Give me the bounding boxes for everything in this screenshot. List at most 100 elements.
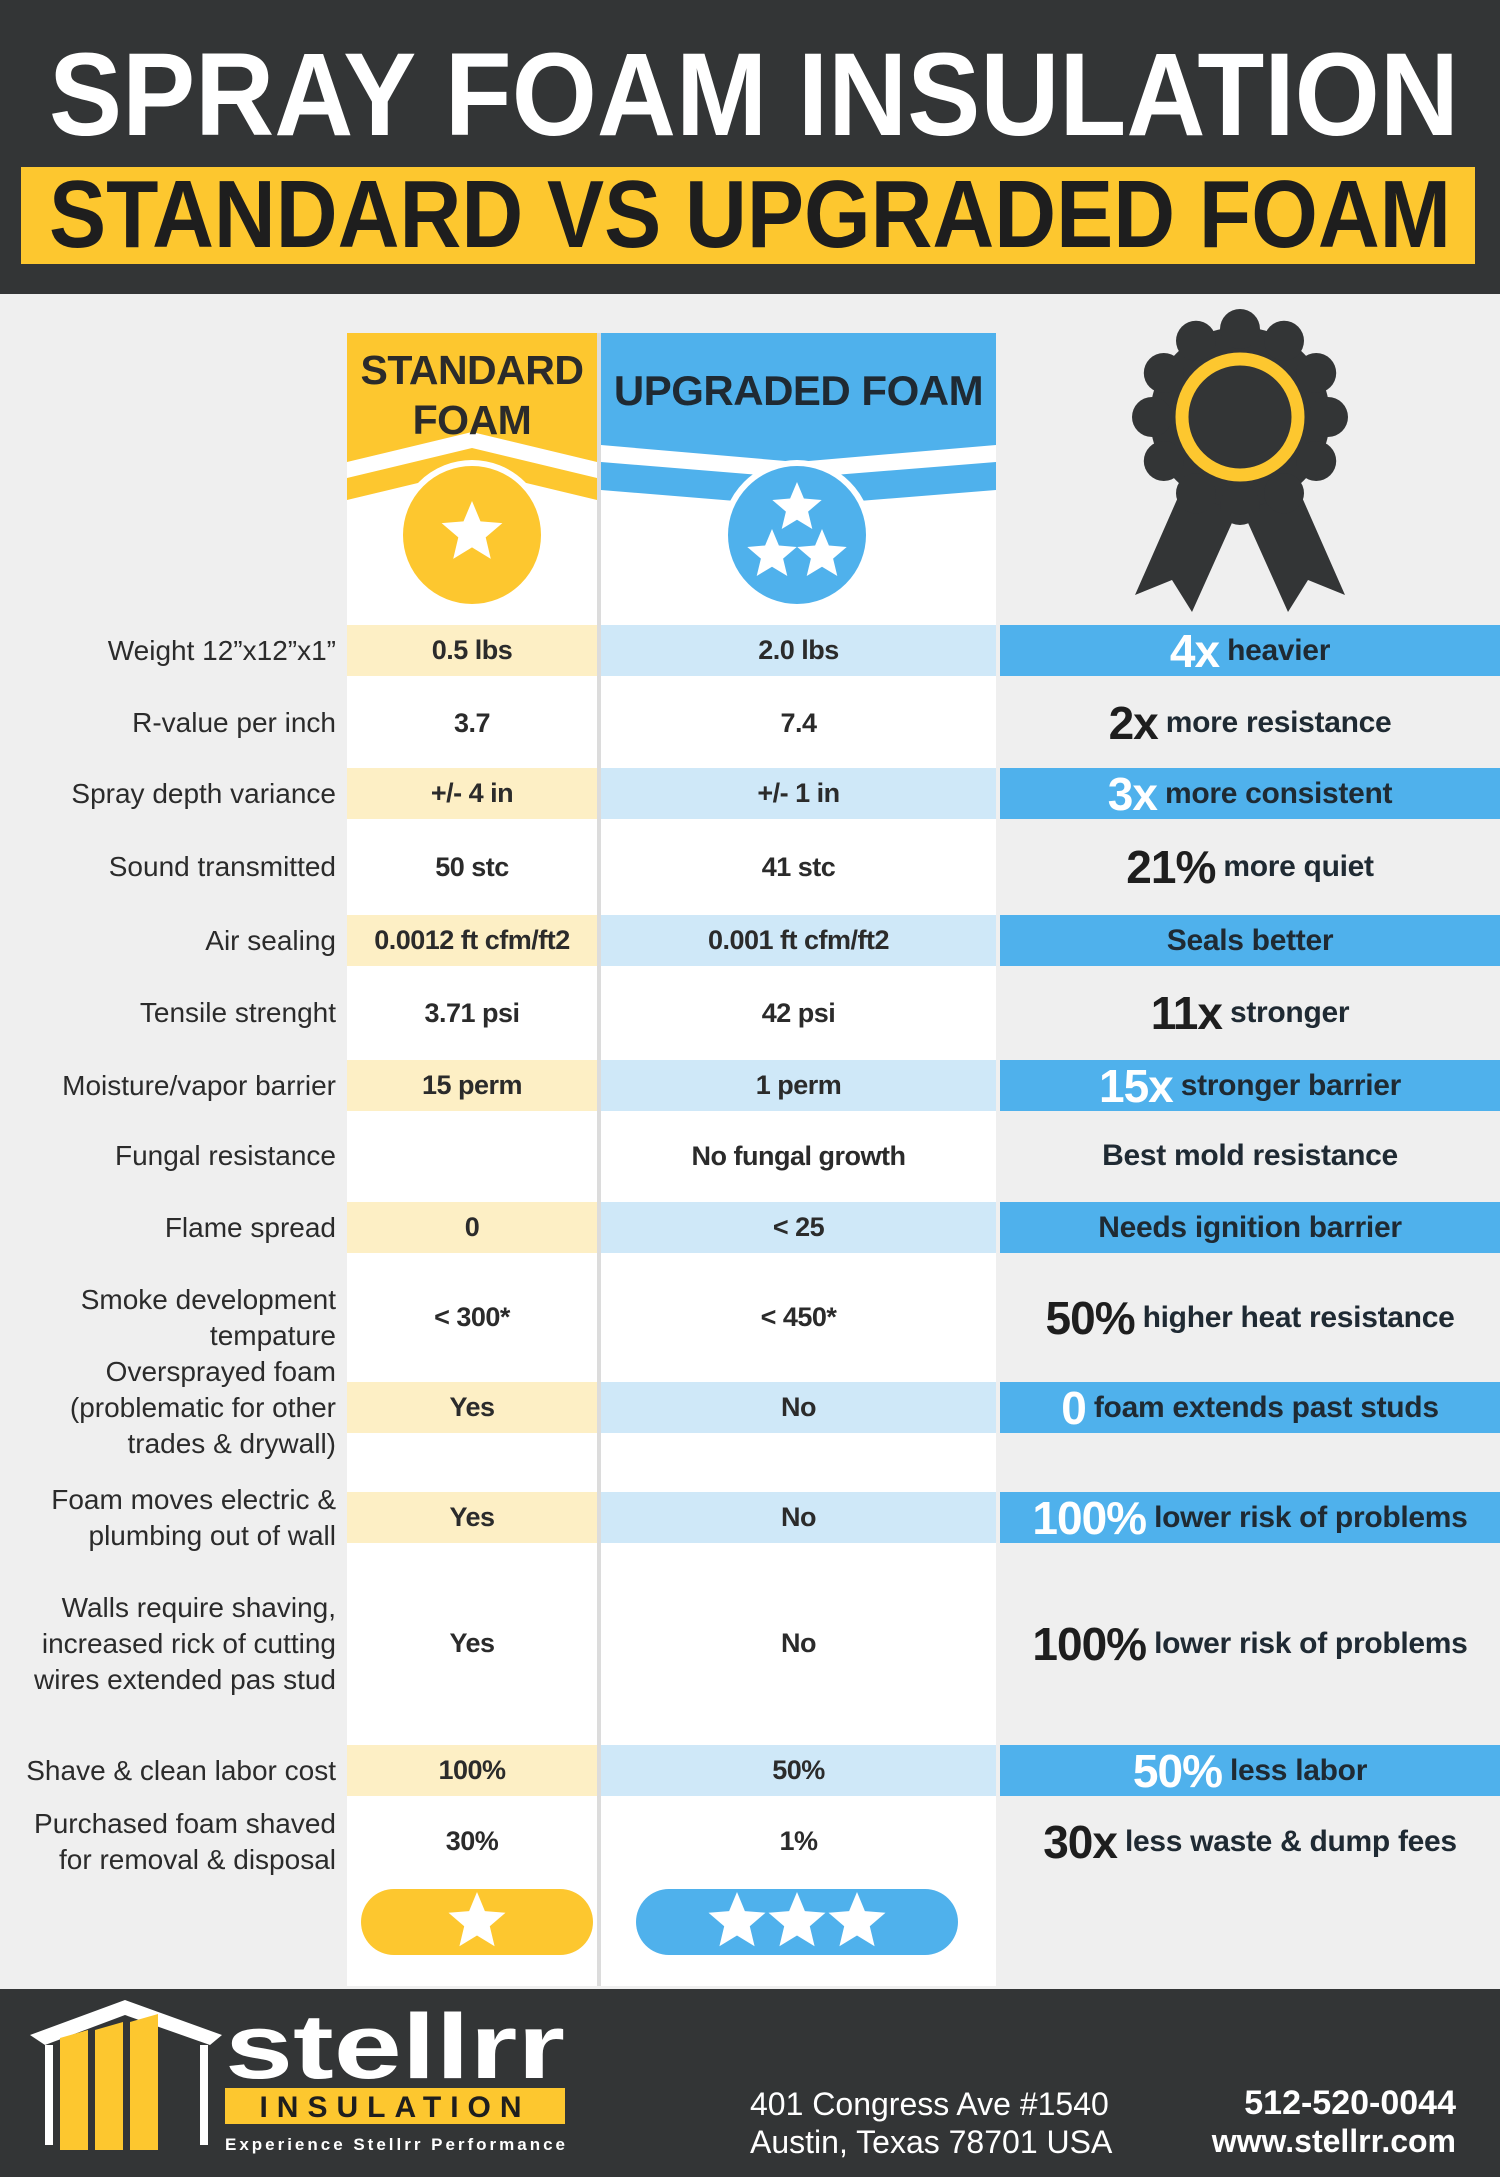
standard-band [347, 1745, 597, 1796]
logo-wall [45, 2045, 53, 2145]
comparison: 100% lower risk of problems [1000, 1458, 1500, 1578]
star-icon [772, 482, 822, 529]
upgraded-band [601, 1060, 996, 1111]
medal-ring [1175, 352, 1305, 482]
row-label: Spray depth variance [71, 777, 336, 809]
standard-band [347, 1060, 597, 1111]
upgraded-band [601, 1382, 996, 1433]
comparison-text: more quiet [1223, 850, 1374, 883]
column-divider [597, 333, 601, 1986]
medal-edge [1176, 320, 1216, 361]
upgraded-band [601, 1202, 996, 1253]
row-label: Air sealing [205, 924, 336, 956]
standard-value: 0.0012 ft cfm/ft2 [374, 925, 570, 955]
brand: stellrr [225, 1996, 565, 2098]
medal-edge [1308, 397, 1348, 437]
tagline: INSULATION [259, 2091, 530, 2124]
standard-band [347, 625, 597, 676]
comparison: 21% more quiet [1000, 807, 1500, 927]
comparison-text: more consistent [1164, 776, 1393, 810]
standard-value: 0.5 lbs [431, 635, 513, 665]
row-label: Foam moves electric & plumbing out of wa… [51, 1483, 336, 1551]
comparison: Best mold resistance [1000, 1096, 1500, 1216]
standard-header-label: STANDARD FOAM [360, 347, 584, 443]
comparison-highlight: 21% [1126, 841, 1216, 893]
standard-value: Yes [449, 1502, 495, 1532]
comparison-highlight: 11x [1150, 987, 1223, 1039]
comparison-text: higher heat resistance [1142, 1300, 1455, 1334]
comparison: 4x heavier [1000, 591, 1500, 711]
comparison-band [1000, 768, 1500, 819]
ribbon [1135, 470, 1240, 612]
standard-value: 0 [464, 1212, 480, 1242]
standard-band [347, 768, 597, 819]
phone: 512-520-0044 [1244, 2084, 1456, 2122]
comparison-highlight: 50% [1132, 1744, 1223, 1797]
standard-band [347, 1202, 597, 1253]
row-label: Tensile strenght [139, 997, 336, 1028]
standard-band [347, 1492, 597, 1543]
subtitle-band [21, 167, 1475, 264]
upgraded-value: 42 psi [761, 997, 836, 1028]
address-line: 401 Congress Ave #1540 [750, 2086, 1109, 2122]
upgraded-band [601, 1745, 996, 1796]
row-label: Smoke development tempature [80, 1283, 336, 1351]
medal-edge [1143, 353, 1184, 393]
comparison-text: Seals better [1166, 923, 1334, 957]
standard-value: < 300* [434, 1302, 510, 1332]
comparison-highlight: 30x [1043, 1815, 1118, 1868]
footer-bar [0, 1989, 1500, 2177]
logo-house [30, 2000, 222, 2045]
row-label: Walls require shaving, increased rick of… [34, 1591, 336, 1695]
comparison-text: Best mold resistance [1102, 1139, 1398, 1172]
comparison: 50% higher heat resistance [1000, 1258, 1500, 1378]
row-label: Purchased foam shaved for removal & disp… [34, 1807, 336, 1875]
standard-value: 100% [438, 1755, 506, 1785]
comparison: Needs ignition barrier [1000, 1168, 1500, 1288]
star-icon [797, 529, 847, 576]
upgraded-value: No [781, 1502, 817, 1532]
standard-value: 3.7 [453, 707, 491, 738]
tagline-band [225, 2088, 565, 2124]
comparison-text: stronger barrier [1180, 1068, 1402, 1102]
row-label: Flame spread [164, 1211, 336, 1243]
address-line: Austin, Texas 78701 USA [750, 2124, 1113, 2160]
medal-edge [1176, 473, 1216, 514]
star-icon [448, 1892, 506, 1947]
upgraded-value: 1 perm [755, 1070, 842, 1100]
upgraded-value: +/- 1 in [757, 778, 840, 808]
upgraded-band [601, 915, 996, 966]
upgraded-value: 2.0 lbs [758, 635, 839, 665]
website: www.stellrr.com [1211, 2123, 1456, 2159]
upgraded-value: No [781, 1392, 817, 1422]
comparison-text: heavier [1227, 633, 1331, 667]
medal-edge [1296, 441, 1337, 481]
comparison: 0 foam extends past studs [1000, 1348, 1500, 1468]
row-label: Shave & clean labor cost [26, 1754, 336, 1786]
comparison-highlight: 3x [1107, 767, 1158, 820]
upgraded-value: No [781, 1628, 817, 1658]
comparison-text: more resistance [1165, 706, 1392, 739]
logo-bar [60, 2030, 88, 2150]
ribbon [1240, 470, 1345, 612]
comparison-highlight: 15x [1098, 1059, 1174, 1112]
row-label: Fungal resistance [114, 1140, 336, 1171]
upgraded-band [601, 1492, 996, 1543]
comparison: 100% lower risk of problems [1000, 1584, 1500, 1704]
medal-edge [1220, 485, 1260, 525]
upgraded-value: 1% [779, 1826, 818, 1856]
comparison-band [1000, 915, 1500, 966]
comparison-band [1000, 625, 1500, 676]
comparison-band [1000, 1060, 1500, 1111]
standard-value: 30% [445, 1826, 499, 1856]
logo-bar [95, 2022, 123, 2150]
comparison-text: stronger [1229, 996, 1350, 1029]
comparison-highlight: 4x [1169, 624, 1220, 677]
comparison-band [1000, 1382, 1500, 1433]
comparison: 15x stronger barrier [1000, 1026, 1500, 1146]
row-label: Sound transmitted [108, 851, 336, 882]
comparison: 50% less labor [1000, 1711, 1500, 1831]
medal-edge [1264, 473, 1304, 514]
